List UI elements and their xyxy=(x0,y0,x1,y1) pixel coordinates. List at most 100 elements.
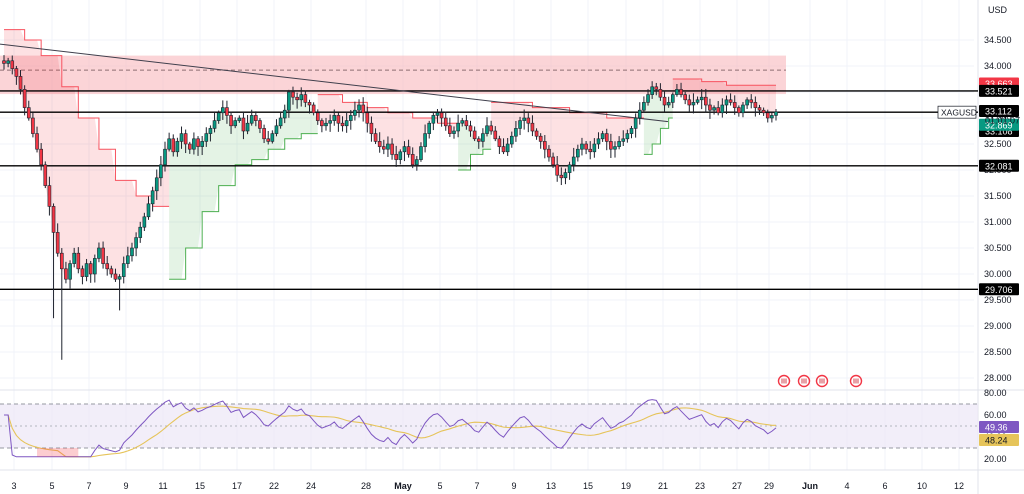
candle xyxy=(443,111,448,131)
candle xyxy=(456,114,460,138)
stop-line xyxy=(169,133,318,280)
flag-icon[interactable] xyxy=(849,374,863,388)
candle xyxy=(592,138,597,158)
candle-body xyxy=(200,141,204,147)
candle xyxy=(633,113,638,138)
candle-body xyxy=(452,130,456,134)
candle-body xyxy=(621,138,626,142)
candle-body xyxy=(774,111,778,116)
candle-body xyxy=(208,128,213,134)
candle-body xyxy=(80,268,85,277)
candle-body xyxy=(753,102,758,108)
candle-body xyxy=(47,185,52,207)
candle xyxy=(390,138,394,160)
candle xyxy=(493,126,498,142)
candle xyxy=(266,130,271,145)
candle xyxy=(765,109,770,123)
candle-body xyxy=(377,141,382,147)
stop-line xyxy=(458,148,492,171)
candle xyxy=(18,70,23,95)
rsi-ma-line xyxy=(4,405,777,458)
candle xyxy=(365,106,370,133)
candle xyxy=(76,247,81,274)
price-label-bg xyxy=(979,105,1019,117)
candle xyxy=(274,119,279,137)
candle xyxy=(687,94,692,112)
candle-body xyxy=(357,104,361,111)
candle-body xyxy=(365,112,370,124)
candle xyxy=(357,99,361,118)
time-tick-label: 17 xyxy=(232,481,242,491)
candle-body xyxy=(617,141,621,147)
candle xyxy=(435,109,440,123)
candle-body xyxy=(675,89,679,95)
flag-icon-fill xyxy=(819,378,825,384)
candle xyxy=(138,221,143,243)
resistance-zone xyxy=(0,55,786,95)
candle xyxy=(93,254,97,283)
candle-body xyxy=(728,99,733,103)
candle xyxy=(472,126,477,142)
symbol-label: XAGUSD xyxy=(937,105,977,119)
countdown-text: 01:01:07 xyxy=(985,116,1020,126)
price-tick-label: 31.500 xyxy=(984,191,1012,201)
candle xyxy=(254,111,258,127)
candle-body xyxy=(481,133,485,142)
candle-body xyxy=(419,146,423,160)
flag-icon[interactable] xyxy=(777,374,791,388)
candle xyxy=(113,268,118,282)
candle-body xyxy=(704,96,708,106)
candle-body xyxy=(221,107,225,114)
candle xyxy=(559,167,564,186)
candle xyxy=(691,93,696,114)
candle xyxy=(617,136,621,150)
candle-body xyxy=(299,94,304,101)
candle xyxy=(419,142,423,162)
candle xyxy=(262,124,266,144)
rsi-pane xyxy=(0,399,978,458)
candle xyxy=(427,120,432,139)
candle xyxy=(22,85,27,116)
candle-body xyxy=(134,237,138,249)
candle xyxy=(695,96,700,105)
candle xyxy=(105,255,110,276)
price-tick-label: 28.000 xyxy=(984,373,1012,383)
candle-body xyxy=(105,263,110,270)
candle xyxy=(68,260,72,289)
trendline[interactable] xyxy=(0,43,669,123)
candle-body xyxy=(258,120,262,129)
candle xyxy=(406,139,411,158)
candle-body xyxy=(336,115,341,124)
economic-events[interactable] xyxy=(777,374,863,388)
price-label: 33.521 xyxy=(979,84,1019,97)
candle-body xyxy=(344,120,349,127)
flag-icon[interactable] xyxy=(815,374,829,388)
time-tick-label: 28 xyxy=(361,481,371,491)
candle xyxy=(522,109,526,130)
candle xyxy=(126,246,130,269)
rsi-value-label-bg xyxy=(979,434,1019,446)
time-axis[interactable]: 3 5 7 9 11 15 17 22 24 28 May 5 7 9 13 15 19 21 23 27 29 Jun 4… xyxy=(11,481,964,491)
currency-label[interactable]: USD xyxy=(988,5,1008,15)
flag-icon[interactable] xyxy=(797,374,811,388)
candle-body xyxy=(584,143,588,150)
candle-body xyxy=(287,91,291,111)
time-tick-label: 4 xyxy=(844,481,849,491)
candle-body xyxy=(456,122,460,132)
candle xyxy=(2,55,6,70)
candle xyxy=(613,141,617,158)
candle-body xyxy=(64,268,68,280)
candle-body xyxy=(625,133,630,140)
candle xyxy=(637,102,642,125)
candle-body xyxy=(633,117,638,129)
candle xyxy=(501,138,506,155)
candle-body xyxy=(84,263,89,277)
candle xyxy=(650,81,654,99)
candle-body xyxy=(439,112,444,119)
price-tick-label: 33.000 xyxy=(984,113,1012,123)
candle-body xyxy=(167,138,171,150)
candle xyxy=(386,136,390,157)
candle xyxy=(770,112,774,123)
horizontal-levels[interactable] xyxy=(0,90,978,290)
